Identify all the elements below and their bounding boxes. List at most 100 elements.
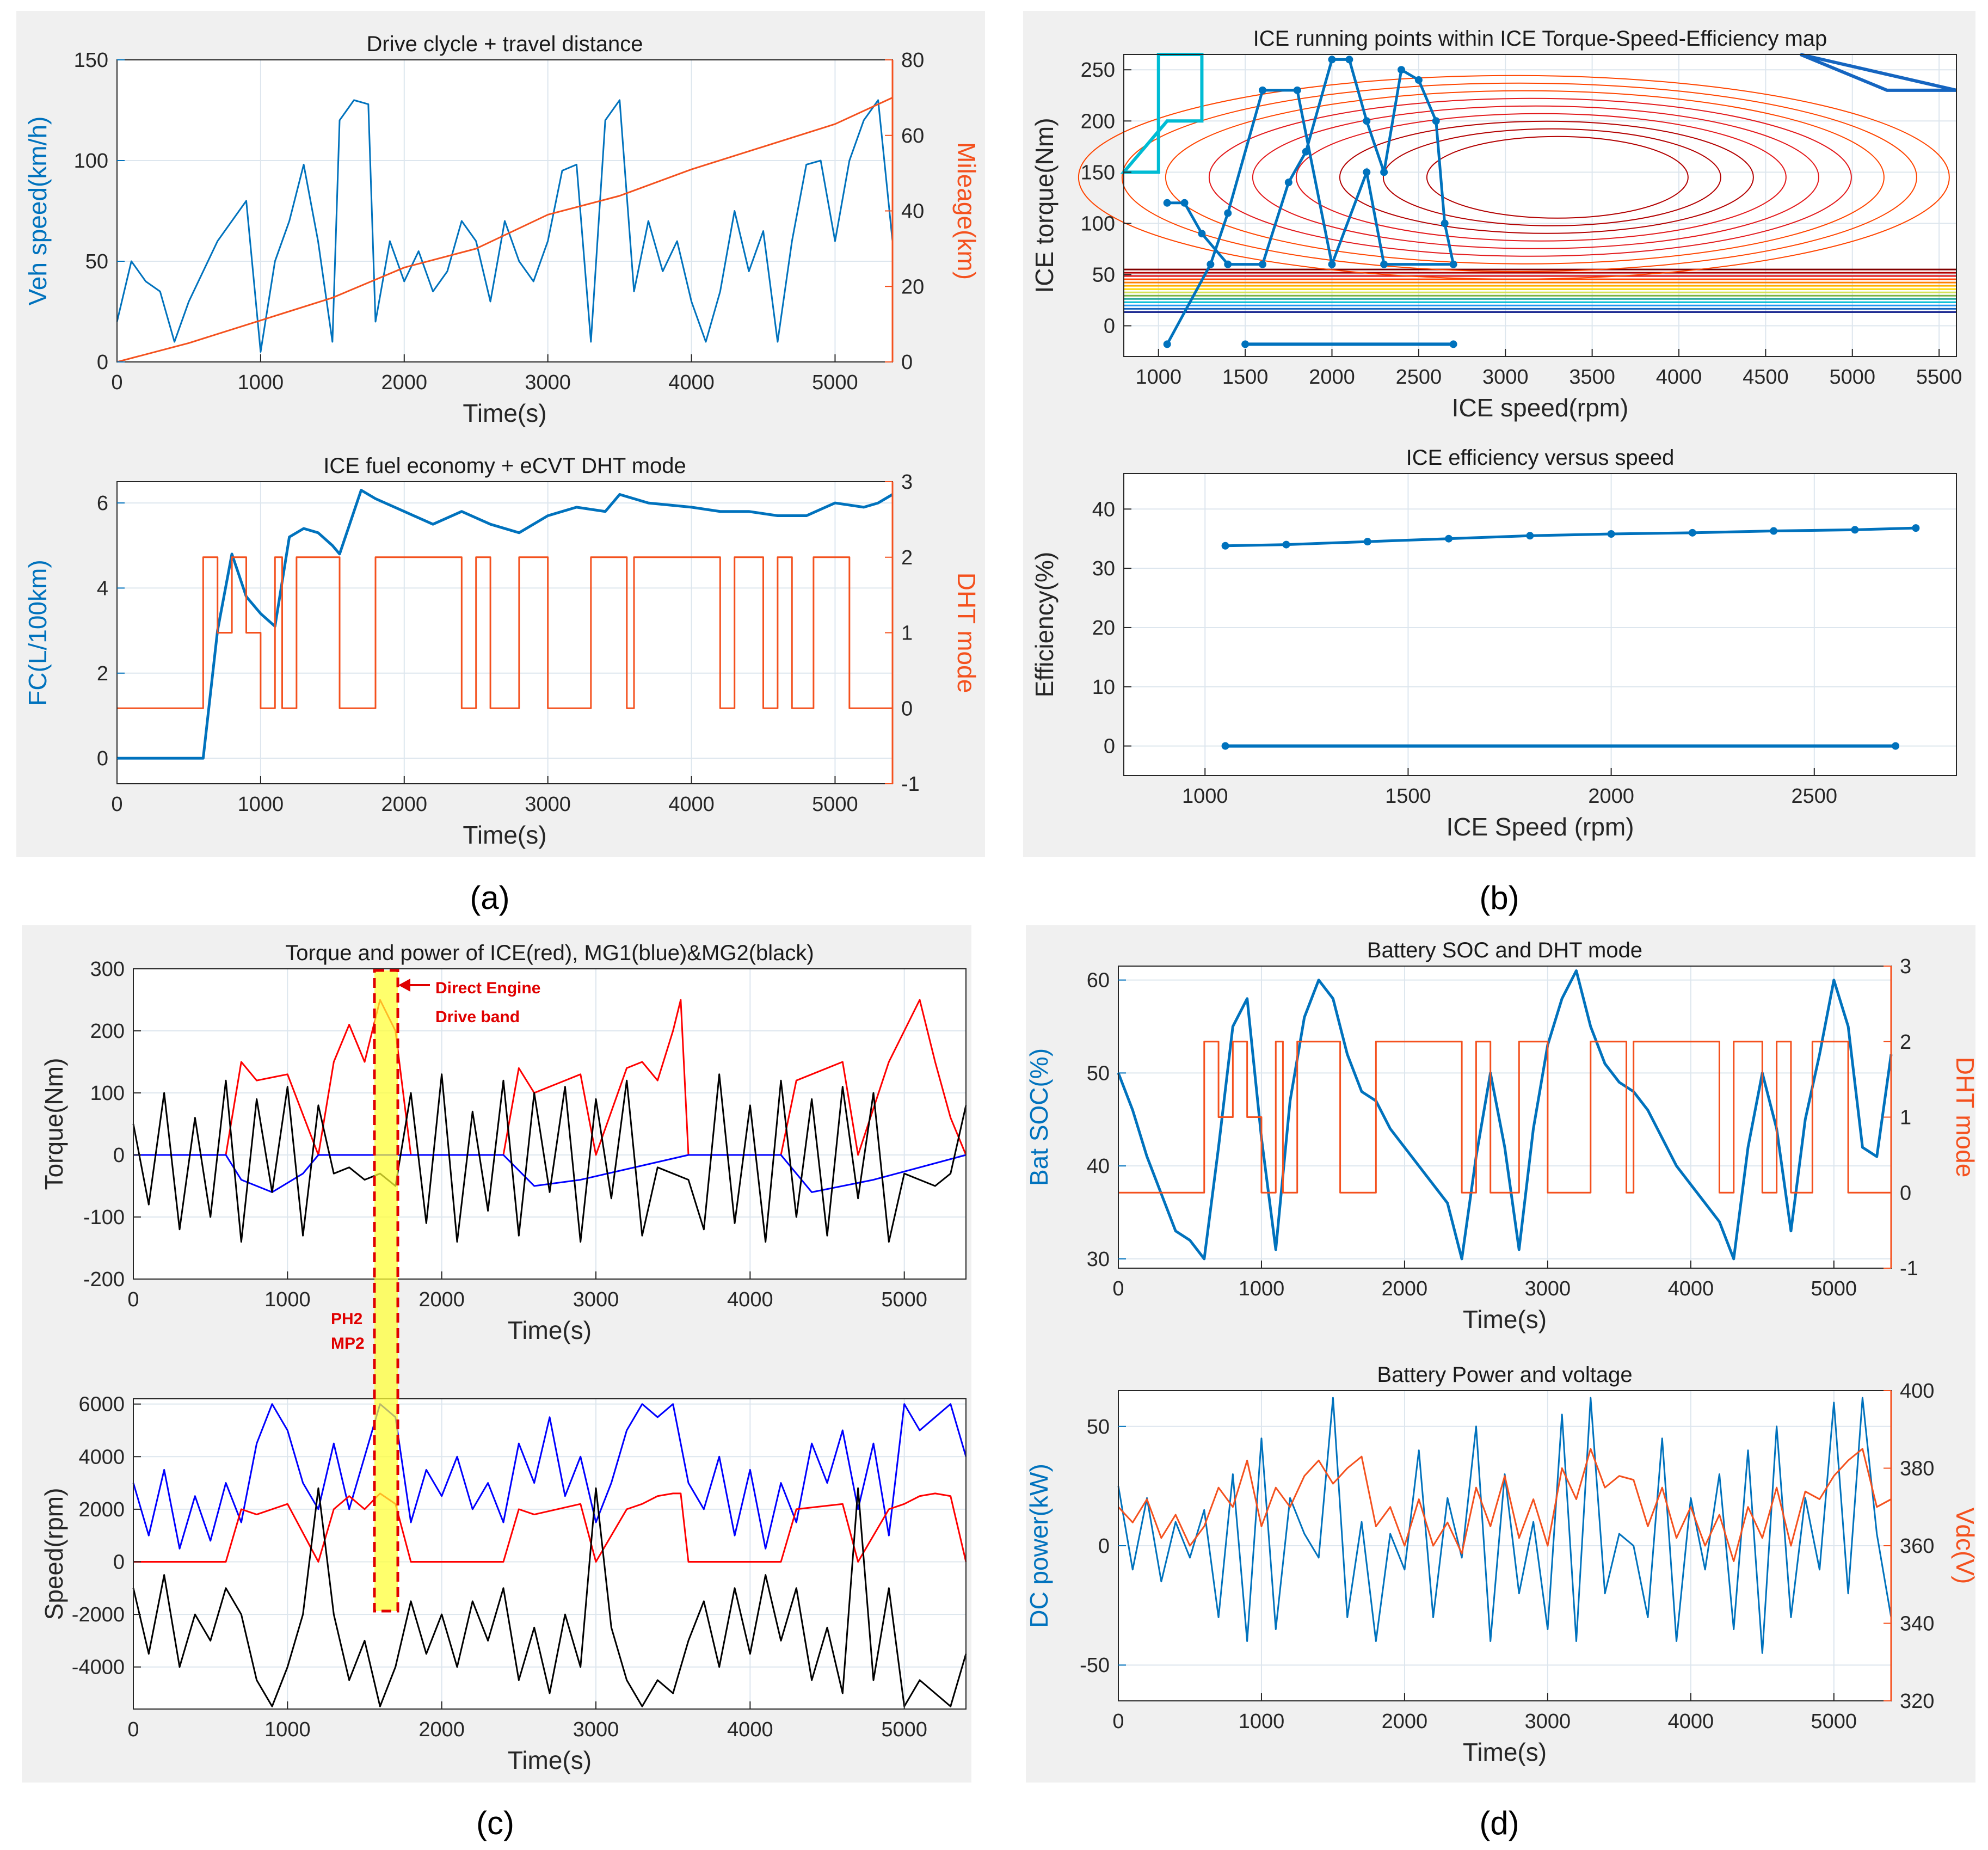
chart-a2: 0 1000 2000 3000 4000 5000 0 2 4 6 -1 0 1 2 3 ICE fuel …: [23, 454, 981, 849]
series-a2-0: [117, 489, 894, 760]
x-tick-label: 1000: [238, 793, 284, 816]
y-tick-label: 30: [1087, 1248, 1110, 1271]
x-tick-label: 5000: [1811, 1277, 1857, 1300]
direct-engine-band: Direct Engine Drive band PH2 MP2: [331, 969, 540, 1613]
caption-b: (b): [1479, 880, 1519, 916]
y-right-tick-label: 1: [1900, 1107, 1911, 1129]
caption-d: (d): [1479, 1805, 1519, 1841]
y-tick-label: 4000: [78, 1446, 125, 1468]
y-axis-label: DC power(kW): [1025, 1464, 1053, 1628]
x-tick-label: 2000: [1382, 1710, 1428, 1733]
y-right-tick-label: 0: [901, 351, 913, 374]
y-right-tick-label: 360: [1900, 1535, 1934, 1558]
x-tick-label: 2000: [418, 1288, 465, 1311]
y-right-axis-label: Vdc(V): [1951, 1508, 1979, 1584]
series-d2-0: [1117, 1397, 1892, 1654]
series-line-mg2: [132, 1073, 967, 1243]
x-tick-label: 2000: [1588, 785, 1634, 808]
y-tick-label: 6: [97, 492, 108, 515]
chart-b2: 1000 1500 2000 2500 0 10 20 30 40 ICE efficiency …: [1030, 446, 1957, 841]
annotation-mp2: MP2: [331, 1335, 365, 1353]
series-line-mg2: [132, 1487, 967, 1707]
y-tick-label: 100: [74, 150, 108, 173]
y-tick-label: -50: [1080, 1654, 1110, 1677]
axes-frame: [133, 968, 967, 1280]
contour-ellipse: [1165, 90, 1885, 265]
x-tick-label: 2000: [381, 793, 428, 816]
x-tick-label: 1000: [264, 1718, 311, 1741]
y-tick-label: 50: [1092, 263, 1115, 286]
x-axis-label: ICE Speed (rpm): [1446, 813, 1634, 841]
band-arrow-head: [398, 979, 410, 992]
x-tick-label: 4000: [1656, 366, 1702, 389]
contour-right-corner: [1799, 53, 1957, 92]
x-tick-label: 5000: [1811, 1710, 1857, 1733]
y-tick-label: -4000: [72, 1656, 125, 1679]
y-axis-label: Torque(Nm): [40, 1058, 68, 1190]
contour-ellipse: [1121, 82, 1917, 272]
y-axis-label: Efficiency(%): [1030, 552, 1058, 698]
x-axis-label: Time(s): [508, 1746, 592, 1774]
y-axis-label: Bat SOC(%): [1025, 1048, 1053, 1186]
x-tick-label: 2000: [381, 371, 428, 394]
x-tick-label: 0: [127, 1288, 139, 1311]
x-tick-label: 3000: [1525, 1277, 1571, 1300]
x-tick-label: 5000: [812, 793, 858, 816]
charts-layer: 0 1000 2000 3000 4000 5000050100150020406080D…: [23, 27, 1979, 1774]
y-right-tick-label: 80: [901, 49, 924, 72]
y-right-tick-label: 2: [901, 546, 913, 569]
y-tick-label: 40: [1087, 1155, 1110, 1178]
y-tick-label: 2: [97, 662, 108, 685]
chart-a1: 0 1000 2000 3000 4000 5000 0 50 100 150 0 20 40 60 80 D…: [23, 32, 981, 427]
x-tick-label: 3000: [1482, 366, 1529, 389]
y-right-tick-label: 2: [1900, 1031, 1911, 1054]
x-tick-label: 3000: [525, 371, 571, 394]
series-line-ice: [133, 1492, 967, 1563]
x-axis-label: Time(s): [1463, 1305, 1547, 1333]
y-tick-label: -100: [83, 1206, 125, 1229]
y-tick-label: 100: [90, 1082, 125, 1105]
y-right-tick-label: -1: [901, 773, 920, 796]
chart-c1: 0 1000 2000 3000 4000 5000 -200 -100 0 100 200 300 T…: [40, 941, 967, 1344]
y-tick-label: 4: [97, 577, 108, 600]
x-tick-label: 5000: [1829, 366, 1875, 389]
contour-ellipse: [1295, 113, 1787, 242]
y-tick-label: 300: [90, 958, 125, 981]
direct-engine-band-rect: [373, 969, 399, 1613]
x-tick-label: 3000: [573, 1288, 619, 1311]
contour-ellipse: [1208, 97, 1852, 257]
y-right-tick-label: 60: [901, 125, 924, 147]
y-tick-label: 150: [74, 49, 108, 72]
plot-area-b2: [1124, 474, 1956, 776]
chart-c2: 0 1000 2000 3000 4000 5000 -4000 -2000 0 2000 4000…: [40, 1393, 967, 1774]
scatter-trace: [1225, 526, 1916, 548]
x-tick-label: 2500: [1396, 366, 1442, 389]
x-tick-label: 5000: [812, 371, 858, 394]
chart-b1: 1000 1500 2000 2500 3000 3500 4000 4500 5000 5500…: [1030, 27, 1962, 422]
x-tick-label: 4000: [1668, 1277, 1714, 1300]
plot-area-a2: [117, 482, 893, 784]
y-tick-label: -200: [83, 1268, 125, 1291]
contour-ellipse: [1078, 75, 1950, 280]
y-right-tick-label: 0: [1900, 1182, 1911, 1204]
chart-title: Battery SOC and DHT mode: [1367, 938, 1642, 962]
x-tick-label: 2500: [1792, 785, 1838, 808]
y-right-axis-label: DHT mode: [952, 573, 981, 693]
y-axis-label: ICE torque(Nm): [1030, 118, 1058, 293]
y-tick-label: 0: [1104, 315, 1115, 338]
plot-area-a1: [117, 60, 893, 362]
x-tick-label: 1000: [238, 371, 284, 394]
contour-ellipse: [1382, 128, 1721, 226]
y-tick-label: 200: [90, 1020, 125, 1043]
y-tick-label: 0: [113, 1551, 125, 1574]
y-tick-label: 0: [1104, 735, 1115, 758]
x-axis-label: Time(s): [463, 821, 546, 849]
chart-title: Torque and power of ICE(red), MG1(blue)&…: [285, 941, 814, 965]
contour-ellipse: [1252, 105, 1819, 249]
series-a1-0: [116, 99, 894, 353]
series-b1-0: [1163, 56, 1457, 348]
chart-title: ICE running points within ICE Torque-Spe…: [1253, 27, 1827, 51]
x-tick-label: 5500: [1916, 366, 1962, 389]
series-line-dht-mode: [1118, 1041, 1892, 1194]
